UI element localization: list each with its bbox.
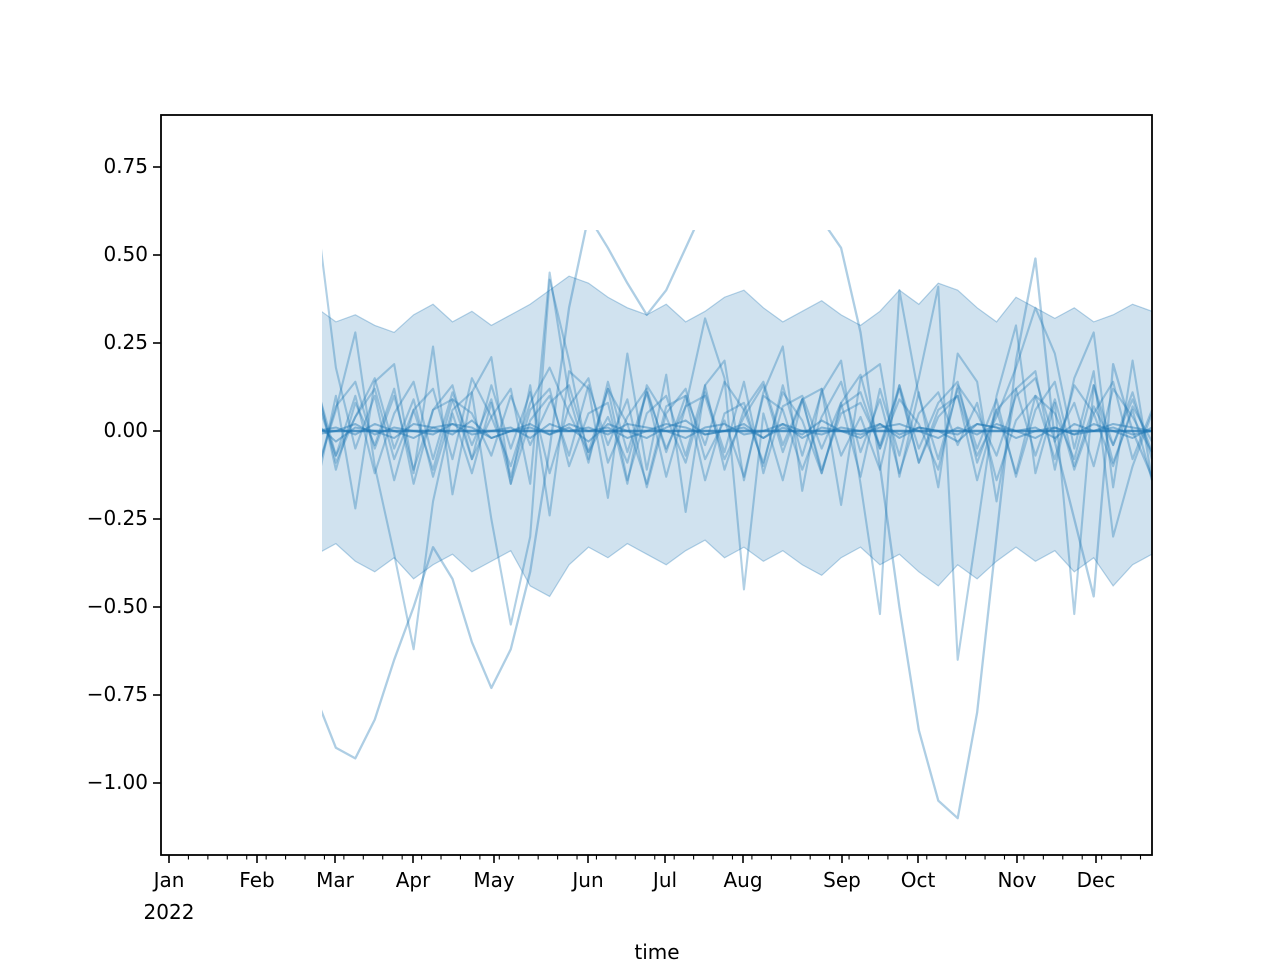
series-member-7 [322,306,1153,538]
y-tick-label-0.00: 0.00 [103,418,148,442]
x-tick-label-Nov: Nov [997,868,1037,892]
x-tick-label-Sep: Sep [823,868,861,892]
x-tick-label-Dec: Dec [1076,868,1116,892]
series-member-annual-wave [322,230,1154,820]
series-member-flat-2 [322,422,1153,440]
x-tick-label-Jan: Jan [153,868,185,892]
series-member-3 [322,278,1153,626]
series-member-8 [322,331,1154,517]
series-member-4 [322,271,1153,591]
x-axis-title: time [634,940,680,960]
series-member-flat-1 [322,419,1153,443]
x-tick-label-Mar: Mar [316,868,354,892]
plot-area [322,230,1154,820]
y-tick-label-−0.75: −0.75 [86,682,148,706]
y-tick-label-−0.50: −0.50 [86,594,148,618]
y-tick-label-0.50: 0.50 [103,242,148,266]
x-tick-label-May: May [473,868,515,892]
x-tick-label-Jun: Jun [572,868,604,892]
x-tick-label-Aug: Aug [723,868,763,892]
y-tick-label-0.75: 0.75 [103,154,148,178]
series-member-6 [322,285,1154,661]
x-tick-label-Feb: Feb [239,868,275,892]
series-member-5 [322,289,1154,616]
x-tick-label-Apr: Apr [395,868,431,892]
y-tick-label-0.25: 0.25 [103,330,148,354]
series-member-flat-3 [322,422,1153,440]
axes-spines [160,114,1153,856]
y-tick-label-−1.00: −1.00 [86,770,148,794]
series-member-2 [322,331,1153,651]
series-member-1 [322,248,1153,485]
x-tick-year-label: 2022 [143,900,195,924]
x-tick-label-Oct: Oct [900,868,936,892]
y-tick-label-−0.25: −0.25 [86,506,148,530]
x-tick-label-Jul: Jul [652,868,678,892]
